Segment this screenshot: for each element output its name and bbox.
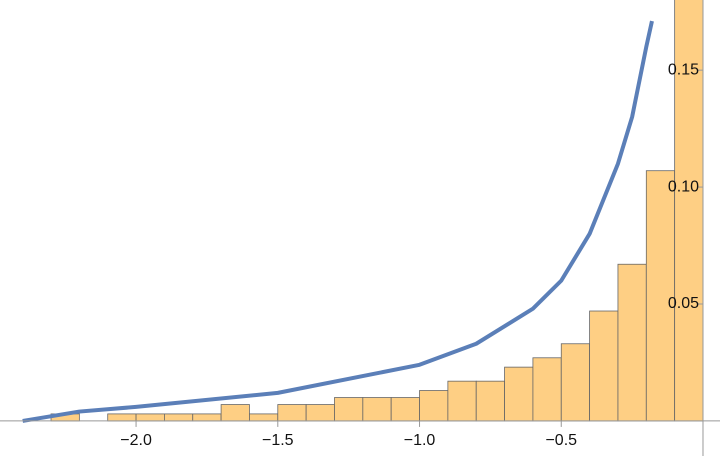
bar <box>504 366 534 422</box>
bar <box>135 413 165 422</box>
bar <box>589 310 619 422</box>
bar <box>617 263 647 422</box>
bar <box>447 380 477 422</box>
curve <box>22 20 654 423</box>
bar <box>107 413 137 422</box>
bar <box>277 404 307 422</box>
bar <box>362 397 392 422</box>
bar <box>249 413 279 422</box>
bar <box>475 380 505 422</box>
bar <box>560 343 591 422</box>
bar <box>532 357 562 422</box>
bar <box>390 397 420 422</box>
bar <box>305 404 335 422</box>
x-tick-label: −1.0 <box>404 432 436 449</box>
y-tick-label: 0.05 <box>668 295 699 312</box>
bar <box>419 390 449 422</box>
y-tick-label: 0.10 <box>668 178 699 195</box>
bar <box>334 397 364 422</box>
x-tick-label: −2.0 <box>120 432 152 449</box>
y-tick-label: 0.15 <box>668 61 699 78</box>
bar <box>164 413 194 422</box>
bar <box>220 404 250 422</box>
bar <box>192 413 222 422</box>
x-tick-label: −1.5 <box>262 432 294 449</box>
x-tick-label: −0.5 <box>545 432 577 449</box>
